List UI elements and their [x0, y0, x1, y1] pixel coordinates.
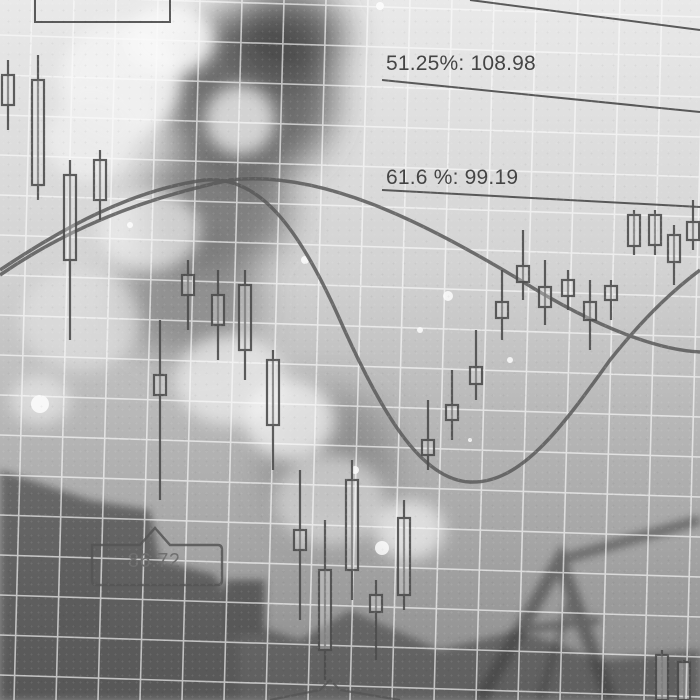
grid-vertical-line — [223, 0, 243, 700]
grid-horizontal-line — [0, 274, 700, 298]
candle-body — [317, 568, 333, 652]
grid-vertical-line — [433, 0, 453, 700]
grid-vertical-line — [643, 0, 663, 700]
candle-body — [666, 233, 682, 264]
grid-horizontal-line — [133, 0, 700, 18]
trend-curve-2 — [0, 177, 700, 354]
candle-body — [537, 285, 553, 309]
candle-body — [62, 173, 78, 262]
grid-horizontal-line — [0, 154, 700, 178]
candle-body — [654, 653, 670, 700]
grid-horizontal-line — [0, 594, 700, 618]
candle-body — [92, 158, 108, 202]
grid-vertical-line — [181, 0, 201, 700]
grid-horizontal-line — [0, 114, 700, 138]
grid-vertical-line — [97, 0, 117, 700]
grid-horizontal-line — [0, 194, 700, 218]
grid-horizontal-line — [0, 234, 700, 258]
top-line — [469, 0, 700, 31]
candle-body — [582, 300, 598, 322]
candle-body — [603, 284, 619, 302]
price-tag-label: 86.72 — [128, 550, 181, 572]
grid-horizontal-line — [0, 674, 700, 698]
candle-body — [396, 516, 412, 597]
grid-vertical-line — [55, 0, 75, 700]
trend-curve-1 — [0, 178, 700, 484]
grid-vertical-line — [391, 0, 411, 700]
candle-body — [560, 278, 576, 298]
fib-level-label-2: 61.6 %: 99.19 — [386, 166, 519, 189]
grid-horizontal-line — [0, 514, 700, 538]
grid-vertical-line — [517, 0, 537, 700]
grid-horizontal-line — [0, 394, 700, 418]
grid-horizontal-line — [0, 34, 700, 58]
candle-body — [647, 213, 663, 247]
candle-body — [344, 478, 360, 572]
grid-horizontal-line — [0, 434, 700, 458]
grid-vertical-line — [265, 0, 285, 700]
grid-horizontal-line — [0, 74, 700, 98]
grid-horizontal-line — [0, 474, 700, 498]
fib-line-1 — [381, 79, 700, 113]
candle-body — [237, 283, 253, 352]
candle-body — [685, 220, 700, 242]
grid-vertical-line — [601, 0, 621, 700]
candle-body — [676, 660, 692, 700]
top-left-box — [34, 0, 171, 23]
fib-level-label-1: 51.25%: 108.98 — [386, 52, 536, 75]
candle-body — [265, 358, 281, 427]
candle-body — [494, 300, 510, 320]
fib-line-2 — [381, 189, 700, 208]
candle-body — [30, 78, 46, 187]
bottom-marker — [269, 678, 401, 700]
candle-body — [292, 528, 308, 552]
grid-horizontal-line — [0, 354, 700, 378]
candle-body — [210, 293, 226, 327]
candle-body — [468, 365, 484, 386]
candle-body — [152, 373, 168, 397]
grid-horizontal-line — [0, 634, 700, 658]
price-tag-box — [90, 526, 224, 587]
candle-body — [626, 213, 642, 248]
candle-body — [444, 403, 460, 422]
grid-vertical-line — [559, 0, 579, 700]
grid-horizontal-line — [0, 314, 700, 338]
grid-horizontal-line — [0, 554, 700, 578]
candle-body — [0, 73, 16, 107]
candles-group — [0, 55, 700, 700]
candle-body — [420, 438, 436, 457]
grid-vertical-line — [307, 0, 327, 700]
candle-body — [368, 593, 384, 614]
grid-vertical-line — [475, 0, 495, 700]
candle-body — [180, 273, 196, 297]
grid-vertical-line — [139, 0, 159, 700]
candle-body — [515, 264, 531, 284]
